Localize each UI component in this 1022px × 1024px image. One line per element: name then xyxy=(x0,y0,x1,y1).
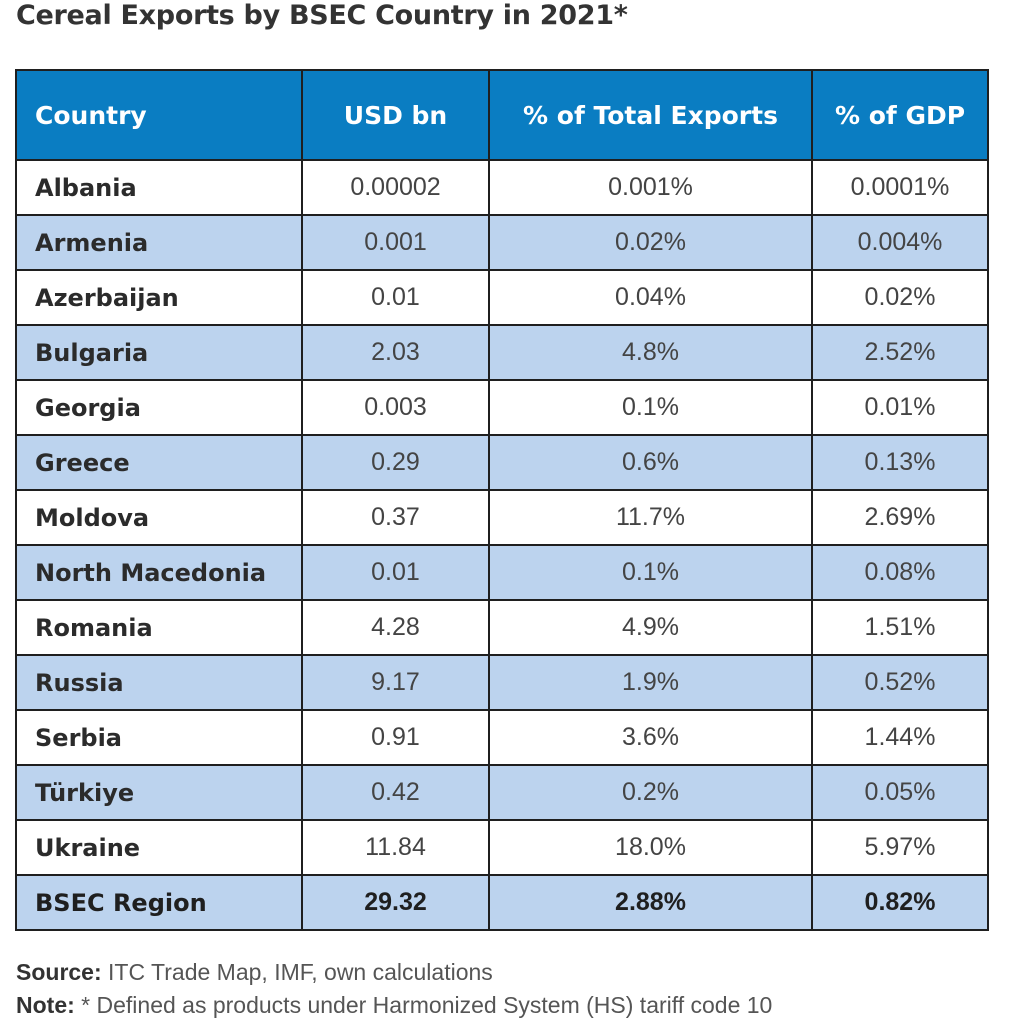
pct-total-exports-cell: 0.1% xyxy=(489,380,813,436)
cereal-exports-table: Country USD bn % of Total Exports % of G… xyxy=(15,69,989,931)
pct-total-exports-cell: 0.04% xyxy=(489,270,813,326)
table-row: Greece 0.29 0.6% 0.13% xyxy=(16,435,989,491)
source-footnote: Source: ITC Trade Map, IMF, own calculat… xyxy=(16,959,493,986)
usd-bn-cell: 2.03 xyxy=(302,325,490,381)
header-pct-total-exports: % of Total Exports xyxy=(489,70,813,161)
usd-bn-cell: 0.00002 xyxy=(302,160,490,216)
total-pct-total-exports-cell: 2.88% xyxy=(489,875,813,931)
note-text: * Defined as products under Harmonized S… xyxy=(74,992,773,1018)
note-label: Note: xyxy=(16,992,75,1018)
country-cell: Serbia xyxy=(16,710,303,766)
pct-gdp-cell: 0.02% xyxy=(812,270,989,326)
usd-bn-cell: 0.42 xyxy=(302,765,490,821)
pct-gdp-cell: 0.52% xyxy=(812,655,989,711)
country-cell: Ukraine xyxy=(16,820,303,876)
pct-gdp-cell: 0.05% xyxy=(812,765,989,821)
total-region-cell: BSEC Region xyxy=(16,875,303,931)
usd-bn-cell: 4.28 xyxy=(302,600,490,656)
usd-bn-cell: 0.91 xyxy=(302,710,490,766)
pct-gdp-cell: 2.69% xyxy=(812,490,989,546)
usd-bn-cell: 0.003 xyxy=(302,380,490,436)
page-title: Cereal Exports by BSEC Country in 2021* xyxy=(16,0,628,31)
pct-total-exports-cell: 0.001% xyxy=(489,160,813,216)
pct-total-exports-cell: 4.8% xyxy=(489,325,813,381)
pct-total-exports-cell: 4.9% xyxy=(489,600,813,656)
table-row: Georgia 0.003 0.1% 0.01% xyxy=(16,380,989,436)
country-cell: North Macedonia xyxy=(16,545,303,601)
table-row: Türkiye 0.42 0.2% 0.05% xyxy=(16,765,989,821)
country-cell: Greece xyxy=(16,435,303,491)
note-footnote: Note: * Defined as products under Harmon… xyxy=(16,992,772,1019)
usd-bn-cell: 0.37 xyxy=(302,490,490,546)
pct-total-exports-cell: 18.0% xyxy=(489,820,813,876)
country-cell: Russia xyxy=(16,655,303,711)
usd-bn-cell: 11.84 xyxy=(302,820,490,876)
country-cell: Albania xyxy=(16,160,303,216)
table-row: Ukraine 11.84 18.0% 5.97% xyxy=(16,820,989,876)
pct-total-exports-cell: 1.9% xyxy=(489,655,813,711)
table-row: Serbia 0.91 3.6% 1.44% xyxy=(16,710,989,766)
pct-total-exports-cell: 0.6% xyxy=(489,435,813,491)
pct-total-exports-cell: 0.1% xyxy=(489,545,813,601)
source-label: Source: xyxy=(16,959,102,985)
country-cell: Moldova xyxy=(16,490,303,546)
usd-bn-cell: 0.001 xyxy=(302,215,490,271)
pct-gdp-cell: 1.51% xyxy=(812,600,989,656)
header-country: Country xyxy=(16,70,303,161)
header-usd-bn: USD bn xyxy=(302,70,490,161)
pct-gdp-cell: 0.13% xyxy=(812,435,989,491)
pct-gdp-cell: 5.97% xyxy=(812,820,989,876)
total-pct-gdp-cell: 0.82% xyxy=(812,875,989,931)
table-row: Armenia 0.001 0.02% 0.004% xyxy=(16,215,989,271)
usd-bn-cell: 0.01 xyxy=(302,545,490,601)
country-cell: Armenia xyxy=(16,215,303,271)
table-row: Romania 4.28 4.9% 1.51% xyxy=(16,600,989,656)
pct-gdp-cell: 0.01% xyxy=(812,380,989,436)
table-row: Azerbaijan 0.01 0.04% 0.02% xyxy=(16,270,989,326)
table-row: Moldova 0.37 11.7% 2.69% xyxy=(16,490,989,546)
pct-total-exports-cell: 3.6% xyxy=(489,710,813,766)
table-row: Russia 9.17 1.9% 0.52% xyxy=(16,655,989,711)
country-cell: Azerbaijan xyxy=(16,270,303,326)
header-pct-gdp: % of GDP xyxy=(812,70,989,161)
table-row: North Macedonia 0.01 0.1% 0.08% xyxy=(16,545,989,601)
table-header-row: Country USD bn % of Total Exports % of G… xyxy=(16,70,989,161)
total-usd-bn-cell: 29.32 xyxy=(302,875,490,931)
pct-gdp-cell: 2.52% xyxy=(812,325,989,381)
country-cell: Georgia xyxy=(16,380,303,436)
pct-gdp-cell: 0.004% xyxy=(812,215,989,271)
pct-total-exports-cell: 0.02% xyxy=(489,215,813,271)
table-row: Bulgaria 2.03 4.8% 2.52% xyxy=(16,325,989,381)
table-total-row: BSEC Region 29.32 2.88% 0.82% xyxy=(16,875,989,931)
pct-gdp-cell: 0.0001% xyxy=(812,160,989,216)
pct-total-exports-cell: 11.7% xyxy=(489,490,813,546)
country-cell: Türkiye xyxy=(16,765,303,821)
pct-gdp-cell: 0.08% xyxy=(812,545,989,601)
table-row: Albania 0.00002 0.001% 0.0001% xyxy=(16,160,989,216)
usd-bn-cell: 0.29 xyxy=(302,435,490,491)
country-cell: Bulgaria xyxy=(16,325,303,381)
pct-total-exports-cell: 0.2% xyxy=(489,765,813,821)
pct-gdp-cell: 1.44% xyxy=(812,710,989,766)
usd-bn-cell: 0.01 xyxy=(302,270,490,326)
source-text: ITC Trade Map, IMF, own calculations xyxy=(101,959,493,985)
usd-bn-cell: 9.17 xyxy=(302,655,490,711)
country-cell: Romania xyxy=(16,600,303,656)
